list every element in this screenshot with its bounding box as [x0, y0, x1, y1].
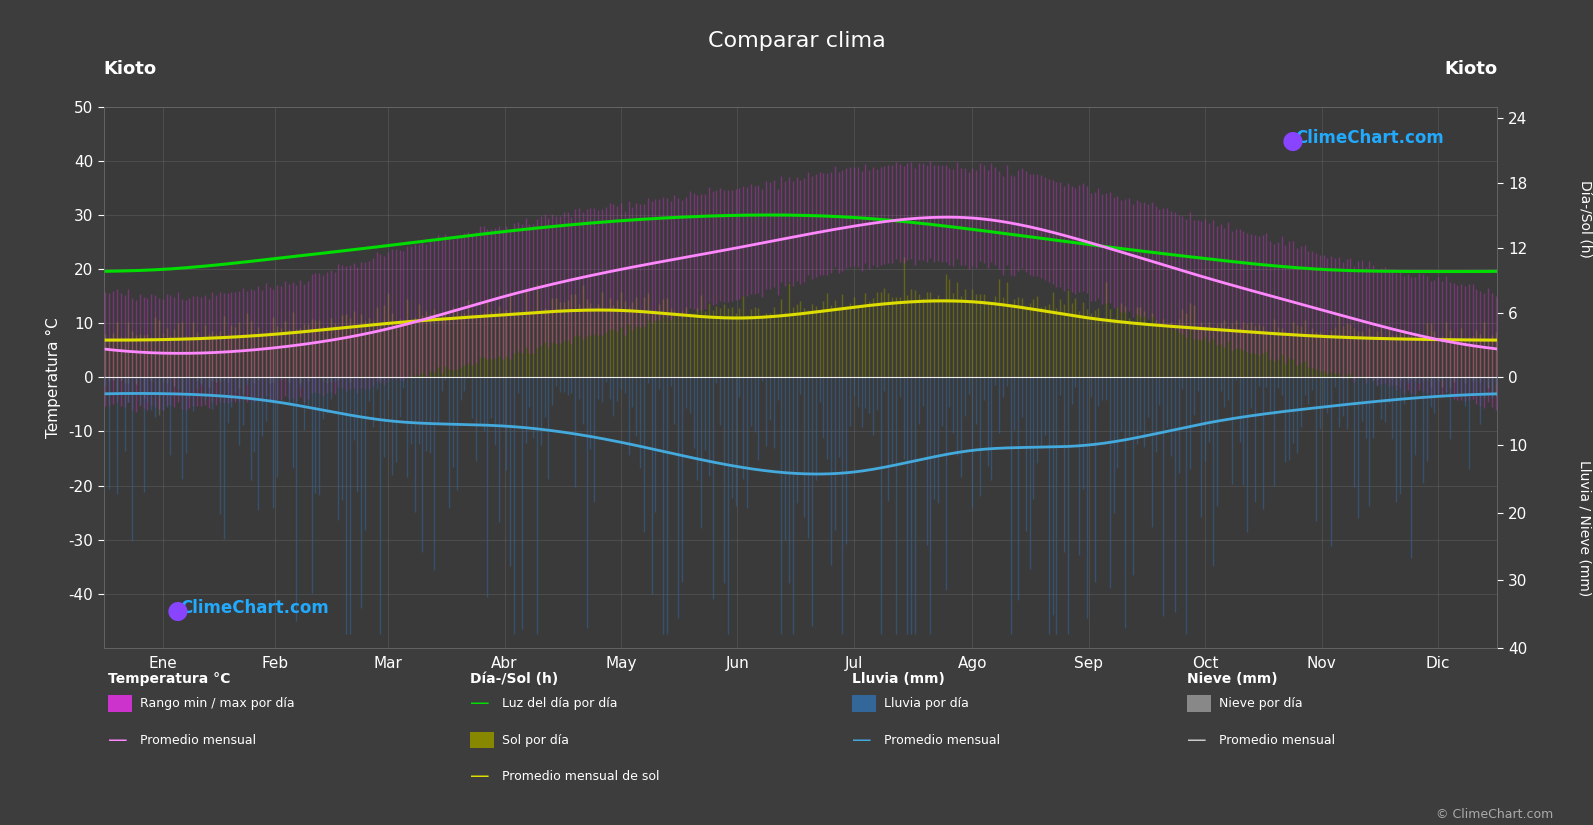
- Text: Kioto: Kioto: [104, 59, 156, 78]
- Text: Lluvia (mm): Lluvia (mm): [852, 672, 945, 686]
- Text: —: —: [108, 730, 127, 750]
- Y-axis label: Temperatura °C: Temperatura °C: [46, 317, 61, 438]
- Text: Promedio mensual: Promedio mensual: [140, 733, 256, 747]
- Text: Nieve (mm): Nieve (mm): [1187, 672, 1278, 686]
- Text: —: —: [470, 766, 489, 786]
- Text: Comparar clima: Comparar clima: [707, 31, 886, 51]
- Text: ClimeChart.com: ClimeChart.com: [180, 599, 330, 617]
- Text: Día-/Sol (h): Día-/Sol (h): [1577, 180, 1591, 257]
- Text: ●: ●: [1281, 129, 1303, 153]
- Text: —: —: [470, 694, 489, 714]
- Text: Lluvia / Nieve (mm): Lluvia / Nieve (mm): [1577, 460, 1591, 596]
- Text: Sol por día: Sol por día: [502, 733, 569, 747]
- Text: © ClimeChart.com: © ClimeChart.com: [1435, 808, 1553, 821]
- Text: —: —: [1187, 730, 1206, 750]
- Text: Promedio mensual: Promedio mensual: [1219, 733, 1335, 747]
- Text: Luz del día por día: Luz del día por día: [502, 697, 618, 710]
- Text: Rango min / max por día: Rango min / max por día: [140, 697, 295, 710]
- Text: Temperatura °C: Temperatura °C: [108, 672, 231, 686]
- Text: Día-/Sol (h): Día-/Sol (h): [470, 672, 558, 686]
- Text: ●: ●: [166, 599, 188, 623]
- Text: Promedio mensual de sol: Promedio mensual de sol: [502, 770, 660, 783]
- Text: Nieve por día: Nieve por día: [1219, 697, 1301, 710]
- Text: ClimeChart.com: ClimeChart.com: [1295, 129, 1445, 147]
- Text: —: —: [852, 730, 871, 750]
- Text: Promedio mensual: Promedio mensual: [884, 733, 1000, 747]
- Text: Lluvia por día: Lluvia por día: [884, 697, 969, 710]
- Text: Kioto: Kioto: [1445, 59, 1497, 78]
